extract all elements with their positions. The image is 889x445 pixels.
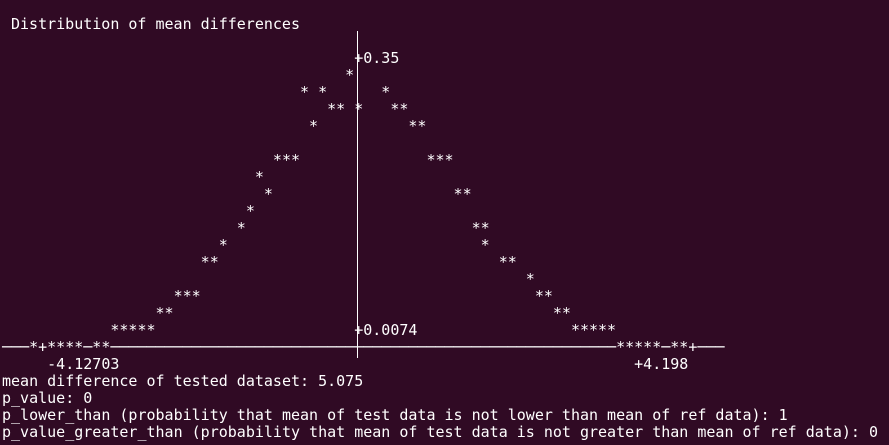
plot-title: Distribution of mean differences: [11, 15, 300, 33]
output-line: mean difference of tested dataset: 5.075: [2, 372, 364, 390]
output-line: p_value: 0: [2, 389, 93, 407]
ascii-plot: +0.35 * * * * ** * ** * **: [2, 49, 725, 373]
output-line: p_lower_than (probability that mean of t…: [2, 406, 788, 424]
output-lines: mean difference of tested dataset: 5.075…: [2, 373, 878, 441]
output-line: p_value_greater_than (probability that m…: [2, 423, 878, 441]
